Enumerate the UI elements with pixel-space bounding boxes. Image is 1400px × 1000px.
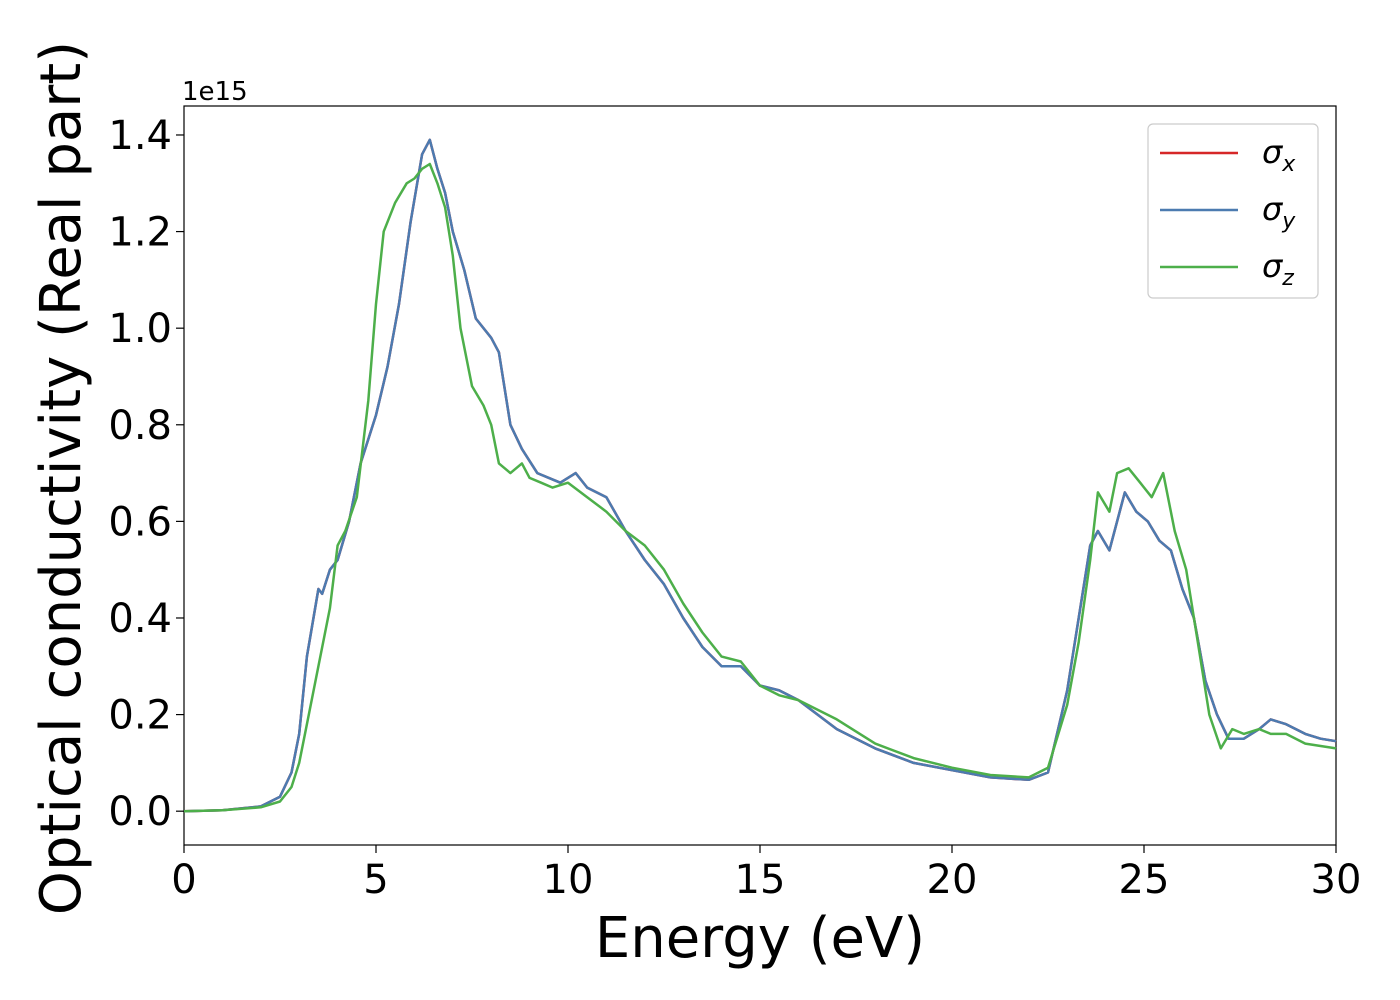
y-tick-label: 0.0 bbox=[108, 789, 172, 835]
y-tick-label: 0.2 bbox=[108, 693, 172, 739]
y-axis-ticks: 0.0 0.2 0.4 0.6 0.8 1.0 1.2 1.4 bbox=[108, 113, 184, 835]
y-tick-label: 0.8 bbox=[108, 403, 172, 449]
legend-label-z: σz bbox=[1262, 247, 1294, 291]
x-tick-label: 20 bbox=[927, 857, 978, 903]
legend-symbol: σ bbox=[1262, 190, 1284, 228]
y-axis-label: Optical conductivity (Real part) bbox=[29, 41, 94, 915]
x-tick-label: 10 bbox=[543, 857, 594, 903]
x-tick-label: 15 bbox=[735, 857, 786, 903]
legend-subscript: y bbox=[1281, 209, 1296, 234]
x-axis-label: Energy (eV) bbox=[595, 906, 925, 971]
legend-subscript: x bbox=[1281, 152, 1296, 177]
y-offset-label: 1e15 bbox=[182, 77, 248, 107]
legend-symbol: σ bbox=[1262, 247, 1284, 285]
y-tick-label: 1.2 bbox=[108, 210, 172, 256]
x-tick-label: 0 bbox=[171, 857, 196, 903]
y-tick-label: 1.4 bbox=[108, 113, 172, 159]
y-tick-label: 0.6 bbox=[108, 499, 172, 545]
y-tick-label: 0.4 bbox=[108, 596, 172, 642]
legend-subscript: z bbox=[1281, 266, 1294, 291]
x-axis-ticks: 0 5 10 15 20 25 30 bbox=[171, 845, 1361, 903]
legend-label-x: σx bbox=[1262, 133, 1296, 177]
series-line-z bbox=[183, 162, 1337, 813]
x-tick-label: 5 bbox=[363, 857, 388, 903]
series-layer bbox=[183, 138, 1337, 813]
legend-symbol: σ bbox=[1262, 133, 1284, 171]
x-tick-label: 30 bbox=[1311, 857, 1362, 903]
x-tick-label: 25 bbox=[1119, 857, 1170, 903]
y-tick-label: 1.0 bbox=[108, 306, 172, 352]
legend-label-y: σy bbox=[1262, 190, 1296, 234]
